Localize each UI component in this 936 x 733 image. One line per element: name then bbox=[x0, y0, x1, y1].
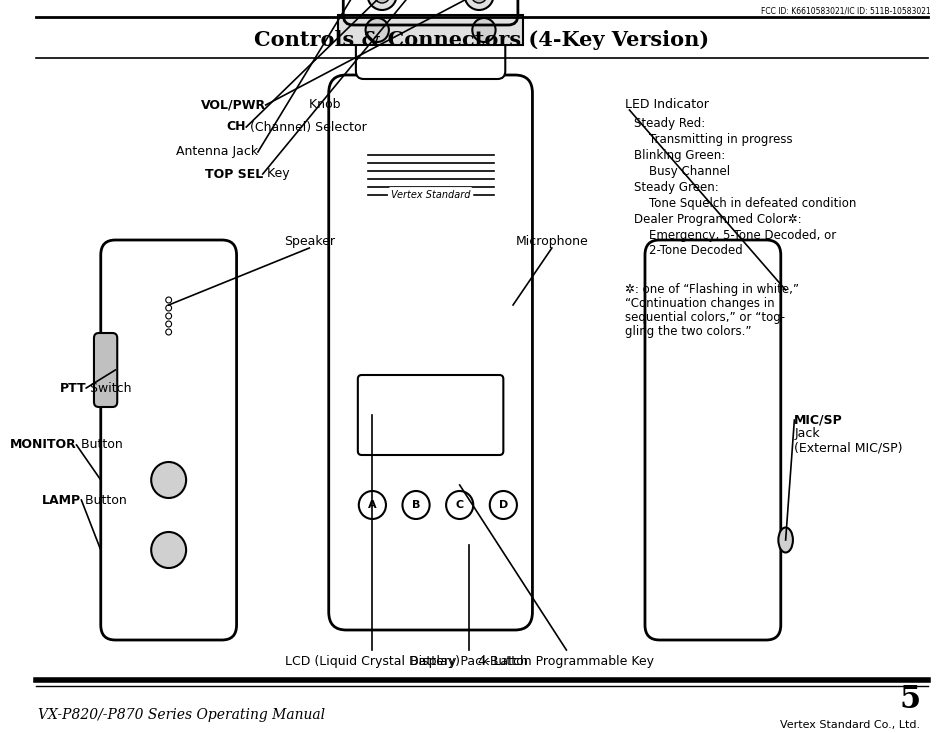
Text: 2-Tone Decoded: 2-Tone Decoded bbox=[635, 245, 743, 257]
Text: LCD (Liquid Crystal Display): LCD (Liquid Crystal Display) bbox=[285, 655, 460, 668]
Text: (Channel) Selector: (Channel) Selector bbox=[246, 120, 367, 133]
Text: LAMP: LAMP bbox=[42, 493, 81, 507]
Text: Knob: Knob bbox=[305, 98, 341, 111]
Text: Battery Pack Latch: Battery Pack Latch bbox=[411, 655, 528, 668]
Circle shape bbox=[358, 491, 386, 519]
Text: 4-Button Programmable Key: 4-Button Programmable Key bbox=[478, 655, 654, 668]
Ellipse shape bbox=[779, 528, 793, 553]
Text: D: D bbox=[499, 500, 508, 510]
Text: Key: Key bbox=[263, 168, 289, 180]
Text: “Continuation changes in: “Continuation changes in bbox=[624, 298, 774, 311]
Text: Button: Button bbox=[81, 493, 127, 507]
Text: Antenna Jack: Antenna Jack bbox=[176, 145, 258, 158]
Circle shape bbox=[473, 18, 495, 42]
Text: B: B bbox=[412, 500, 420, 510]
Text: Microphone: Microphone bbox=[516, 235, 588, 248]
Text: Dealer Programmed Color✲:: Dealer Programmed Color✲: bbox=[635, 213, 802, 226]
Circle shape bbox=[446, 491, 474, 519]
Text: Vertex Standard Co., Ltd.: Vertex Standard Co., Ltd. bbox=[781, 720, 920, 730]
Text: PTT: PTT bbox=[60, 381, 86, 394]
Circle shape bbox=[152, 462, 186, 498]
Text: A: A bbox=[368, 500, 376, 510]
Text: C: C bbox=[456, 500, 463, 510]
Text: Speaker: Speaker bbox=[284, 235, 335, 248]
Text: Button: Button bbox=[77, 438, 123, 452]
Circle shape bbox=[490, 491, 517, 519]
Bar bbox=[339, 15, 522, 45]
Circle shape bbox=[152, 532, 186, 568]
Circle shape bbox=[368, 0, 397, 10]
Text: Controls & Connectors (4-Key Version): Controls & Connectors (4-Key Version) bbox=[255, 30, 709, 50]
Text: Vertex Standard: Vertex Standard bbox=[391, 190, 470, 200]
Text: CH: CH bbox=[227, 120, 246, 133]
Text: MIC/SP: MIC/SP bbox=[795, 413, 843, 427]
Text: gling the two colors.”: gling the two colors.” bbox=[624, 325, 751, 339]
Text: Jack: Jack bbox=[795, 427, 820, 441]
Text: Switch: Switch bbox=[86, 381, 132, 394]
Text: Blinking Green:: Blinking Green: bbox=[635, 149, 725, 161]
Text: Steady Red:: Steady Red: bbox=[635, 117, 706, 130]
Text: 5: 5 bbox=[899, 685, 920, 715]
Text: Emergency, 5-Tone Decoded, or: Emergency, 5-Tone Decoded, or bbox=[635, 229, 837, 241]
Circle shape bbox=[366, 18, 388, 42]
Text: Tone Squelch in defeated condition: Tone Squelch in defeated condition bbox=[635, 196, 856, 210]
Text: Transmitting in progress: Transmitting in progress bbox=[635, 133, 793, 145]
Circle shape bbox=[374, 0, 389, 3]
Text: VX-P820/-P870 Series Operating Manual: VX-P820/-P870 Series Operating Manual bbox=[37, 708, 325, 722]
Text: LED Indicator: LED Indicator bbox=[624, 98, 709, 111]
Text: FCC ID: K6610583021/IC ID: 511B-10583021: FCC ID: K6610583021/IC ID: 511B-10583021 bbox=[761, 6, 931, 15]
Text: sequential colors,” or “tog-: sequential colors,” or “tog- bbox=[624, 312, 784, 325]
Text: MONITOR: MONITOR bbox=[9, 438, 77, 452]
Text: Steady Green:: Steady Green: bbox=[635, 180, 719, 194]
Text: VOL/PWR: VOL/PWR bbox=[200, 98, 266, 111]
Text: (External MIC/SP): (External MIC/SP) bbox=[795, 441, 903, 454]
Circle shape bbox=[402, 491, 430, 519]
Text: Busy Channel: Busy Channel bbox=[635, 164, 730, 177]
Circle shape bbox=[472, 0, 487, 3]
FancyBboxPatch shape bbox=[94, 333, 117, 407]
Text: ✲: one of “Flashing in white,”: ✲: one of “Flashing in white,” bbox=[624, 284, 798, 297]
Text: TOP SEL: TOP SEL bbox=[204, 168, 263, 180]
FancyBboxPatch shape bbox=[356, 35, 505, 79]
Circle shape bbox=[464, 0, 493, 10]
